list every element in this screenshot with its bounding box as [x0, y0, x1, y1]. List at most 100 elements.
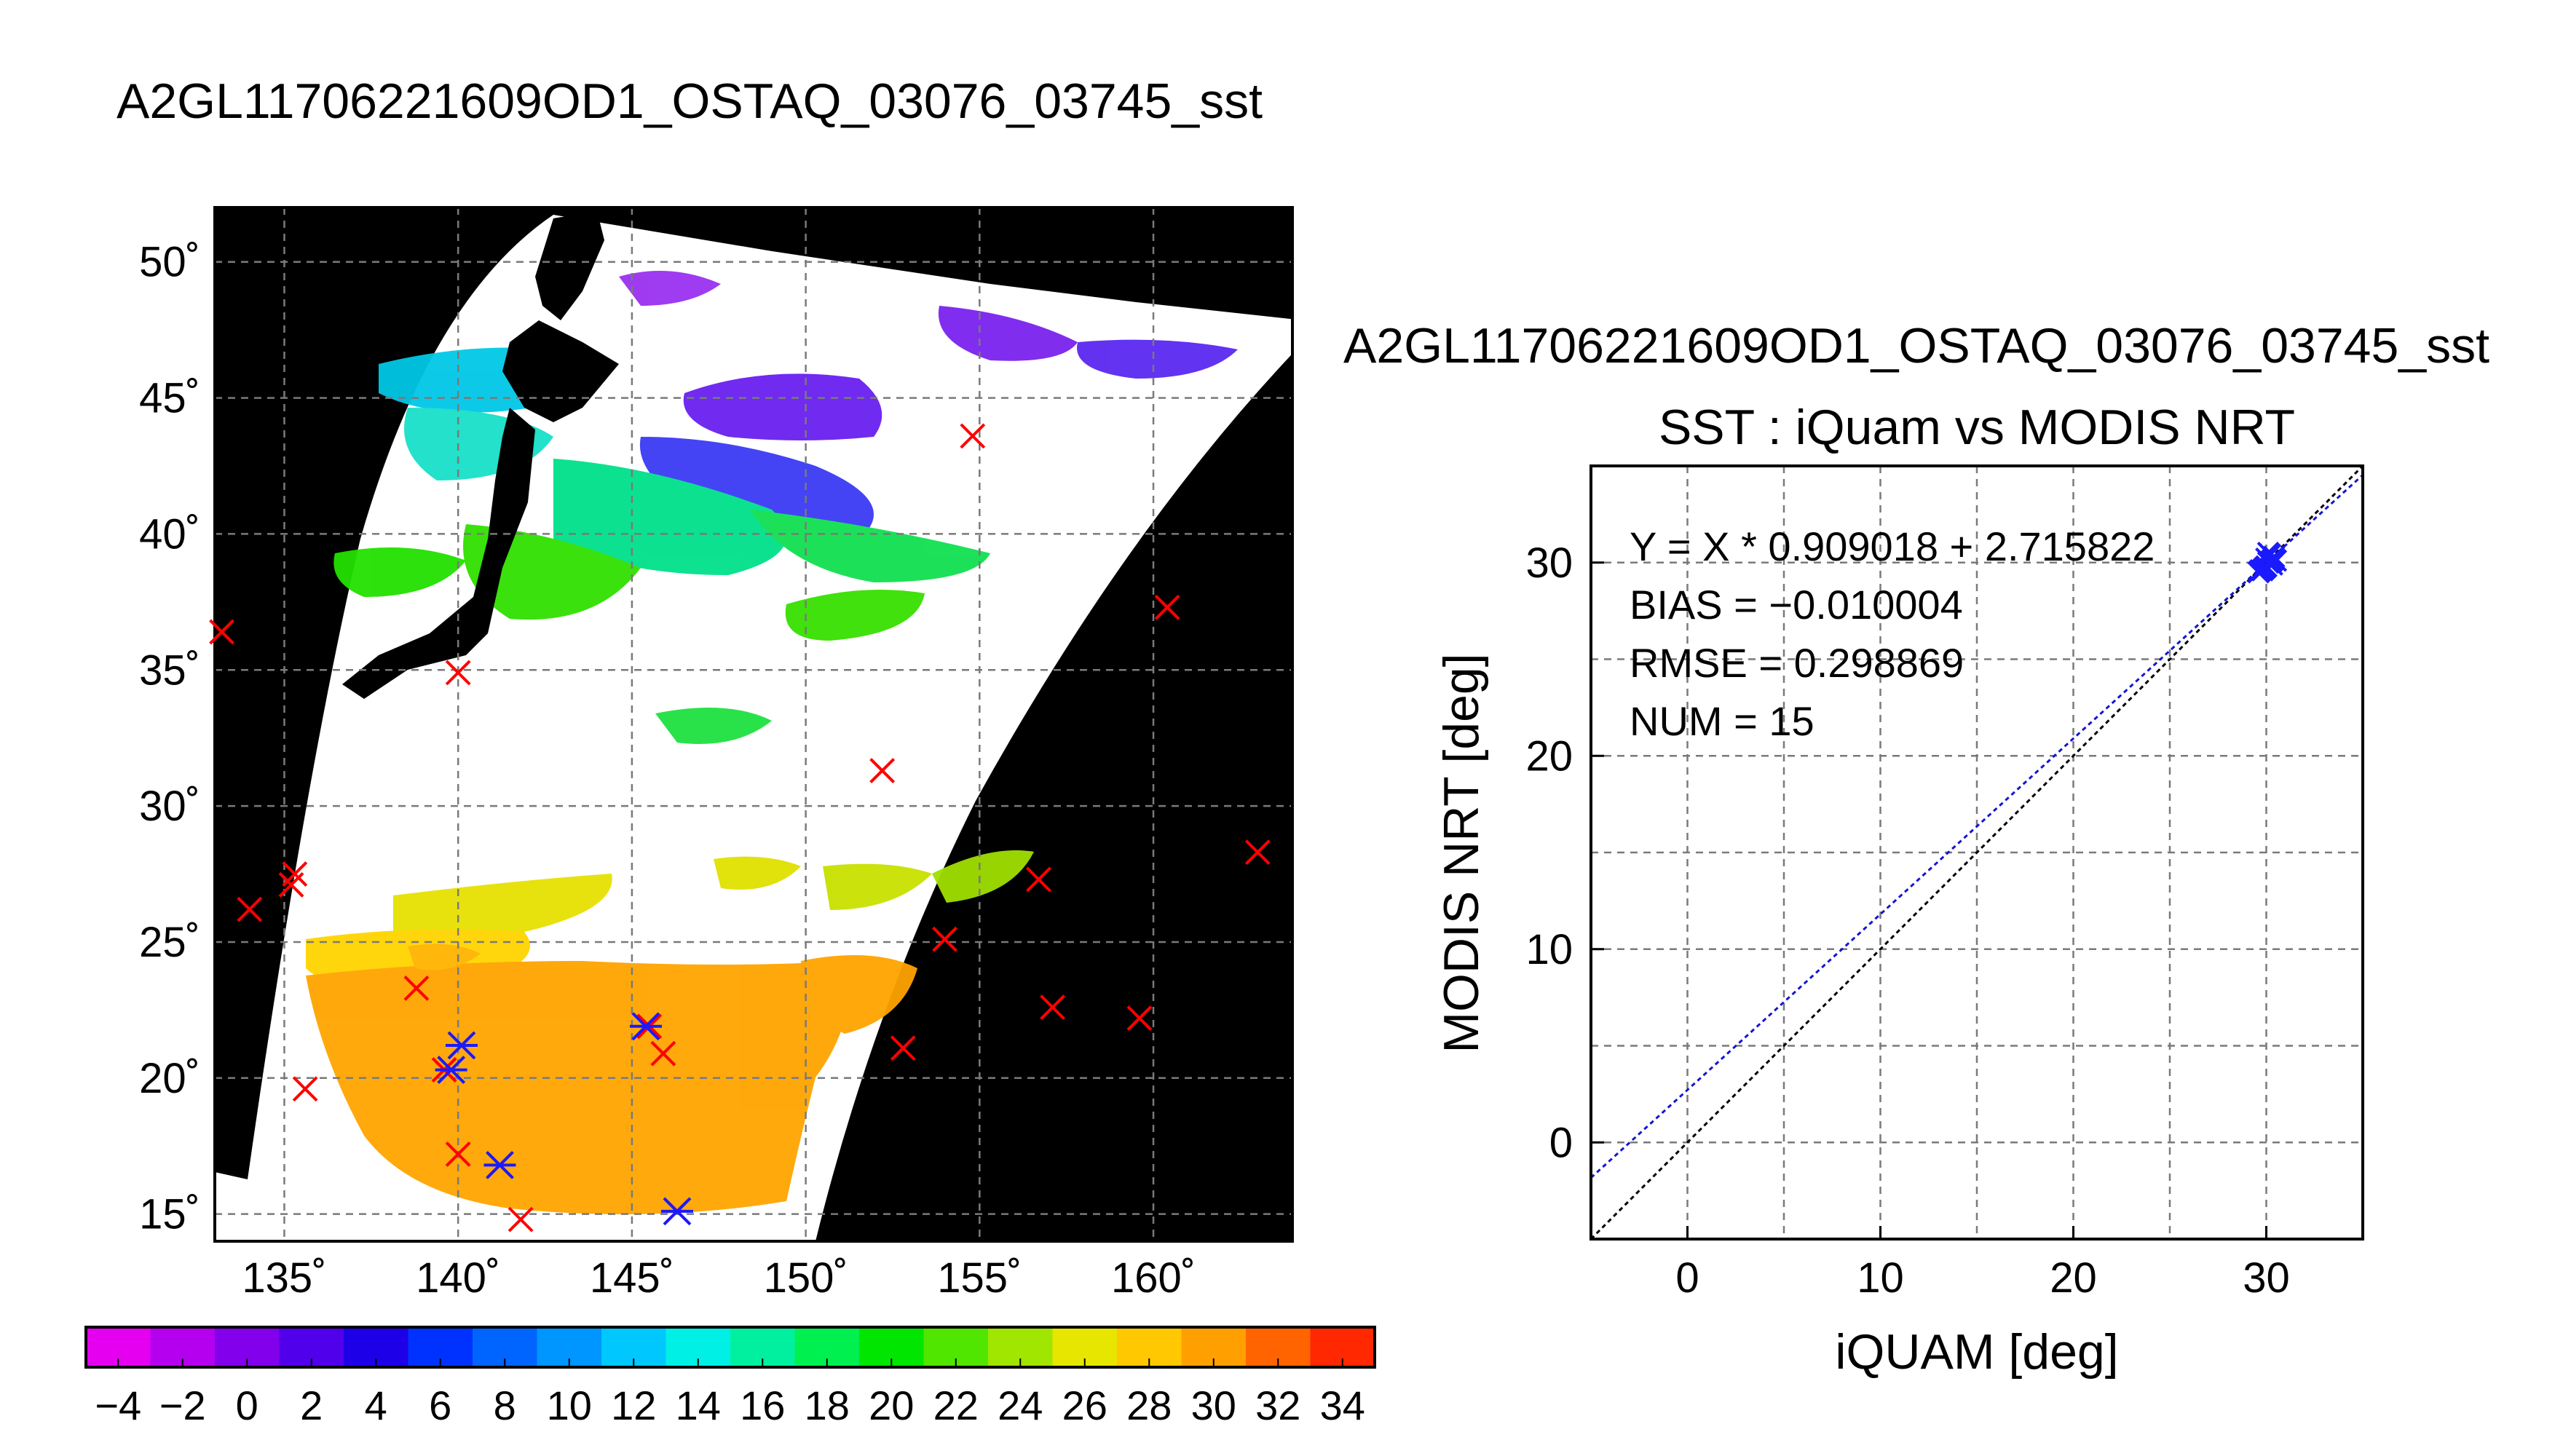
colorbar-tick-label: 32: [1255, 1382, 1300, 1428]
bias-value: BIAS = −0.010004: [1630, 582, 1963, 628]
colorbar-tick-label: 6: [429, 1382, 451, 1428]
iquam-marker: [1126, 1005, 1153, 1031]
marker-stroke: [932, 926, 957, 952]
iquam-marker: [508, 1206, 534, 1233]
marker-stroke: [1126, 1005, 1153, 1031]
x-tick-label: 30: [2243, 1254, 2290, 1302]
colorbar-tick-label: 10: [547, 1382, 592, 1428]
iquam-marker: [1040, 994, 1065, 1021]
marker-stroke: [445, 1142, 471, 1167]
marker-stroke: [237, 896, 263, 922]
marker-stroke: [869, 758, 896, 783]
iquam-marker: [278, 872, 304, 898]
x-tick-labels: 0 10 20 30: [1675, 1226, 2290, 1302]
longitude-tick-label: 140˚: [416, 1254, 500, 1302]
marker-stroke: [650, 1040, 676, 1067]
iquam-marker: [890, 1035, 916, 1061]
y-axis-label: MODIS NRT [deg]: [1434, 653, 1489, 1053]
iquam-marker: [445, 660, 471, 686]
iquam-marker: [445, 1142, 471, 1167]
marker-stroke: [1026, 866, 1051, 893]
iquam-marker: [869, 758, 896, 783]
iquam-marker: [403, 976, 430, 1001]
y-tick-label: 0: [1549, 1119, 1573, 1166]
matchup-marker: [660, 1197, 693, 1226]
colorbar-tick-label: 16: [740, 1382, 785, 1428]
x-axis-label: iQUAM [deg]: [1835, 1324, 2118, 1380]
y-tick-label: 10: [1525, 926, 1573, 973]
marker-stroke: [960, 423, 986, 449]
longitude-tick-label: 145˚: [590, 1254, 674, 1302]
marker-stroke: [890, 1035, 916, 1061]
marker-stroke: [1244, 839, 1271, 866]
colorbar-tick-label: 2: [300, 1382, 323, 1428]
iquam-marker: [209, 619, 234, 645]
matchup-markers: [435, 1012, 693, 1226]
map-gridlines: [215, 207, 1292, 1241]
colorbar: −4 −2 0 2 4 6 8 10 12 14 16 18 20 22 24 26 28 30 32 34: [84, 1326, 1376, 1428]
matchup-marker: [483, 1150, 516, 1179]
colorbar-frame: [84, 1326, 1376, 1369]
map-frame: [213, 206, 1294, 1243]
longitude-tick-label: 160˚: [1111, 1254, 1196, 1302]
latitude-tick-label: 50˚: [139, 239, 200, 286]
marker-stroke: [508, 1206, 534, 1233]
longitude-labels: 135˚ 140˚ 145˚ 150˚ 155˚ 160˚: [242, 1254, 1196, 1302]
scatter-top-title: A2GL11706221609OD1_OSTAQ_03076_03745_sst: [1343, 318, 2489, 373]
latitude-tick-label: 20˚: [139, 1055, 200, 1102]
marker-stroke: [403, 976, 430, 1001]
num-value: NUM = 15: [1630, 698, 1814, 744]
colorbar-tick-label: −2: [159, 1382, 206, 1428]
scatter-frame: [1590, 464, 2364, 1241]
marker-stroke: [278, 872, 304, 898]
longitude-tick-label: 135˚: [242, 1254, 326, 1302]
colorbar-tick-label: 22: [933, 1382, 979, 1428]
iquam-marker: [292, 1076, 318, 1102]
iquam-marker: [237, 896, 263, 922]
scatter-title: SST : iQuam vs MODIS NRT: [1659, 400, 2295, 455]
latitude-tick-label: 15˚: [139, 1191, 200, 1238]
iquam-marker: [960, 423, 986, 449]
iquam-marker: [1026, 866, 1051, 893]
y-tick-label: 30: [1525, 539, 1573, 587]
scatter-panel: A2GL11706221609OD1_OSTAQ_03076_03745_sst…: [1343, 318, 2489, 1380]
iquam-marker: [1244, 839, 1271, 866]
colorbar-tick-label: −4: [95, 1382, 141, 1428]
colorbar-tick-label: 4: [365, 1382, 387, 1428]
marker-stroke: [1040, 994, 1065, 1021]
marker-stroke: [445, 660, 471, 686]
map-panel: A2GL11706221609OD1_OSTAQ_03076_03745_sst: [117, 74, 1294, 1302]
matchup-marker: [630, 1012, 662, 1041]
regression-equation: Y = X * 0.909018 + 2.715822: [1630, 523, 2155, 569]
colorbar-tick-label: 26: [1062, 1382, 1107, 1428]
marker-stroke: [292, 1076, 318, 1102]
colorbar-tick-label: 18: [805, 1382, 850, 1428]
colorbar-tick-label: 0: [236, 1382, 258, 1428]
longitude-tick-label: 150˚: [764, 1254, 848, 1302]
iquam-marker: [932, 926, 957, 952]
rmse-value: RMSE = 0.298869: [1630, 640, 1964, 686]
matchup-marker: [445, 1031, 478, 1060]
latitude-tick-label: 35˚: [139, 646, 200, 694]
latitude-labels: 15˚ 20˚ 25˚ 30˚ 35˚ 40˚ 45˚ 50˚: [139, 239, 200, 1238]
x-tick-label: 10: [1857, 1254, 1904, 1302]
scatter-points: [2247, 542, 2288, 584]
marker-stroke: [2261, 549, 2283, 572]
iquam-marker: [1154, 594, 1180, 620]
colorbar-tick-label: 30: [1191, 1382, 1236, 1428]
scatter-point: [2261, 549, 2283, 572]
marker-stroke: [209, 619, 234, 645]
colorbar-tick-label: 14: [676, 1382, 721, 1428]
latitude-tick-label: 45˚: [139, 375, 200, 422]
longitude-tick-label: 155˚: [937, 1254, 1022, 1302]
x-tick-label: 0: [1675, 1254, 1699, 1302]
latitude-tick-label: 25˚: [139, 919, 200, 966]
colorbar-tick-label: 28: [1126, 1382, 1172, 1428]
colorbar-tick-label: 12: [611, 1382, 656, 1428]
scatter-gridlines: [1591, 466, 2363, 1239]
latitude-tick-label: 40˚: [139, 510, 200, 558]
regression-line: [1591, 474, 2363, 1179]
identity-line: [1591, 466, 2363, 1239]
y-tick-label: 20: [1525, 732, 1573, 780]
